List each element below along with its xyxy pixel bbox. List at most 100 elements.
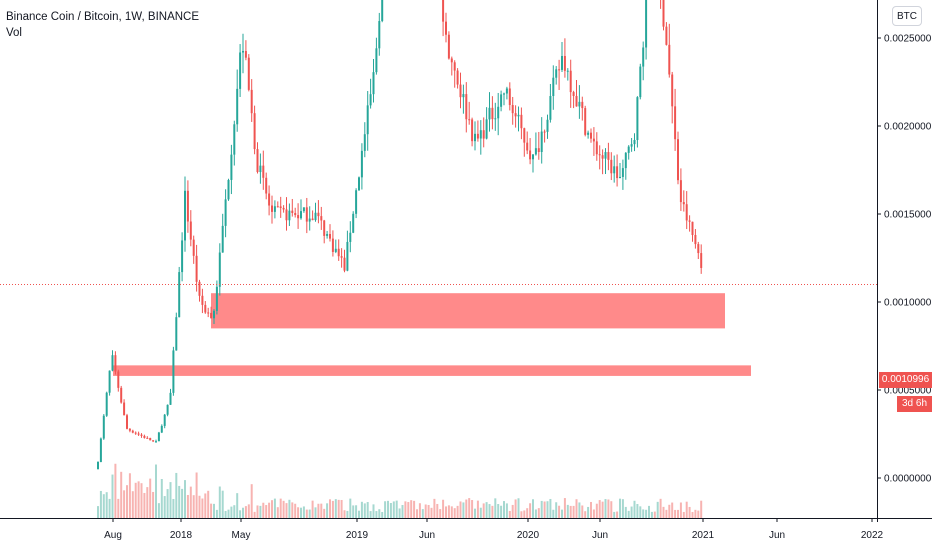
volume-bar: [476, 500, 479, 518]
candle-body: [491, 107, 494, 120]
volume-bar: [389, 503, 392, 518]
volume-bar: [349, 498, 352, 518]
volume-bar: [613, 511, 616, 518]
candle-body: [381, 0, 384, 22]
volume-bar: [636, 503, 639, 518]
candle-body: [682, 202, 685, 205]
volume-bar: [259, 505, 262, 518]
candle-body: [134, 432, 137, 434]
volume-bar: [169, 482, 172, 518]
volume-bar: [271, 500, 273, 518]
candle-body: [688, 220, 691, 222]
volume-bar: [569, 505, 572, 518]
candle-body: [552, 77, 555, 97]
volume-bar: [372, 504, 375, 518]
candle-body: [616, 166, 619, 179]
candle-body: [642, 47, 645, 67]
volume-bar: [117, 498, 120, 518]
candle-body: [256, 149, 259, 173]
volume-bar: [468, 498, 471, 518]
volume-bar: [395, 500, 398, 518]
x-tick-label: Jun: [419, 530, 435, 541]
candle-body: [195, 255, 198, 282]
volume-bar: [210, 503, 213, 518]
volume-bar: [111, 474, 114, 518]
candle-body: [178, 272, 181, 318]
x-tick-label: Jun: [769, 530, 785, 541]
candle-body: [445, 21, 447, 35]
volume-bar: [447, 505, 450, 518]
candle-body: [230, 154, 233, 180]
volume-bar: [123, 490, 126, 518]
candle-body: [639, 66, 642, 98]
volume-bar: [262, 502, 265, 518]
candle-body: [511, 105, 514, 114]
candle-body: [613, 166, 616, 174]
candle-body: [590, 132, 592, 139]
candle-body: [372, 72, 375, 95]
candle-body: [540, 131, 543, 153]
volume-bar: [418, 503, 421, 518]
candle-body: [268, 193, 271, 206]
volume-bar: [546, 501, 549, 518]
candle-body: [128, 428, 131, 431]
candle-body: [497, 106, 500, 119]
volume-bar: [305, 509, 308, 518]
volume-bar: [340, 499, 343, 518]
volume-bar: [323, 508, 326, 518]
currency-button[interactable]: BTC: [892, 6, 922, 26]
volume-bar: [105, 492, 108, 518]
volume-bar: [244, 506, 247, 518]
volume-bar: [595, 503, 598, 518]
volume-bar: [253, 511, 256, 518]
volume-bar: [236, 493, 239, 518]
volume-bar: [314, 507, 317, 518]
volume-bar: [491, 505, 494, 518]
candle-body: [558, 69, 561, 71]
candle-body: [607, 152, 610, 160]
volume-bar: [355, 505, 358, 518]
candle-body: [331, 238, 334, 252]
symbol-title: Binance Coin / Bitcoin, 1W, BINANCE: [6, 11, 200, 23]
volume-bar: [329, 499, 331, 518]
candle-body: [108, 370, 111, 393]
volume-bar: [694, 509, 697, 518]
candle-body: [508, 88, 511, 106]
volume-bar: [700, 500, 703, 518]
candle-body: [645, 0, 648, 48]
volume-bar: [401, 505, 404, 518]
candle-body: [239, 52, 242, 89]
volume-bar: [462, 502, 465, 518]
candle-body: [572, 92, 575, 96]
candle-body: [474, 133, 476, 142]
candle-body: [221, 225, 224, 253]
volume-bar: [566, 504, 569, 518]
candle-body: [546, 119, 549, 132]
candle-body: [152, 440, 155, 442]
support-zone: [113, 365, 751, 376]
candle-body: [215, 286, 218, 311]
volume-bar: [242, 507, 244, 518]
candle-body: [273, 206, 276, 212]
volume-bar: [366, 502, 369, 518]
volume-bar: [465, 499, 468, 518]
volume-bar: [404, 501, 407, 518]
volume-bar: [198, 495, 201, 518]
volume-bar: [195, 472, 198, 518]
volume-bar: [331, 500, 334, 518]
volume-bar: [140, 483, 143, 518]
volume-bar: [630, 506, 633, 518]
candle-body: [543, 131, 546, 133]
y-tick-label: 0.0020000: [884, 122, 932, 133]
volume-bar: [662, 506, 665, 518]
volume-bar: [610, 501, 613, 518]
candle-body: [317, 212, 320, 217]
volume-bar: [381, 511, 384, 518]
candle-body: [549, 96, 552, 120]
volume-bar: [497, 504, 500, 518]
volume-bar: [555, 502, 558, 518]
candle-body: [503, 93, 505, 95]
volume-bar: [215, 509, 218, 518]
volume-bar: [456, 505, 459, 518]
